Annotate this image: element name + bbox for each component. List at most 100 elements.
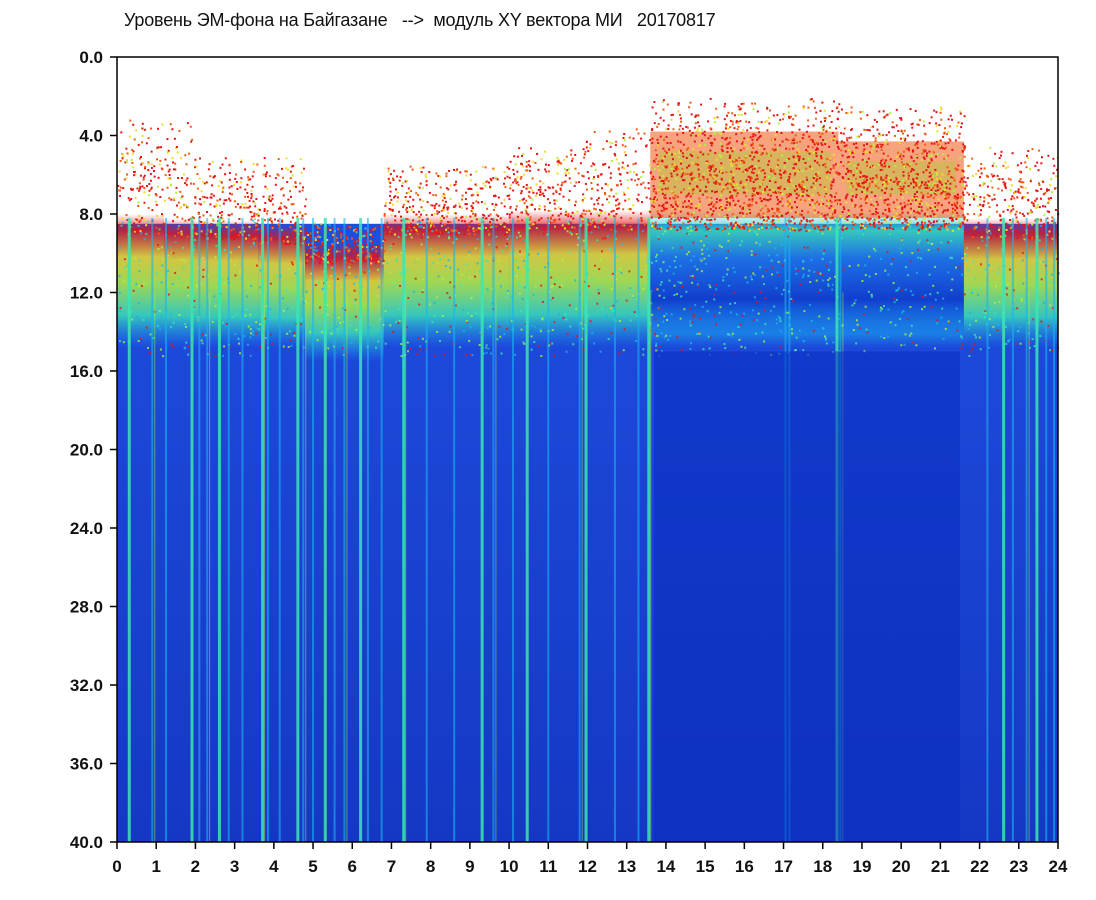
noise-dot — [654, 200, 657, 203]
noise-dot — [306, 234, 309, 236]
noise-dot — [158, 163, 161, 166]
speckle-dot — [636, 315, 639, 318]
noise-dot — [910, 123, 913, 126]
speckle-dot — [551, 342, 554, 345]
noise-dot — [947, 192, 950, 195]
noise-dot — [442, 207, 445, 210]
speckle-dot — [244, 314, 247, 317]
noise-dot — [506, 227, 509, 230]
noise-dot — [602, 148, 605, 150]
noise-dot — [659, 135, 662, 138]
noise-dot — [141, 229, 144, 232]
noise-dot — [277, 223, 280, 226]
noise-dot — [670, 175, 673, 178]
noise-dot — [375, 256, 377, 259]
noise-dot — [689, 153, 692, 156]
noise-dot — [732, 184, 735, 187]
noise-dot — [944, 142, 947, 145]
noise-dot — [901, 161, 903, 164]
noise-dot — [516, 181, 519, 184]
noise-dot — [556, 228, 559, 231]
noise-dot — [918, 212, 921, 215]
speckle-dot — [663, 315, 666, 318]
noise-dot — [172, 220, 174, 223]
noise-dot — [171, 157, 174, 159]
noise-dot — [792, 137, 795, 140]
noise-dot — [503, 182, 505, 185]
noise-dot — [757, 213, 760, 216]
noise-dot — [138, 214, 141, 217]
noise-dot — [177, 231, 180, 234]
noise-dot — [293, 211, 296, 214]
noise-dot — [471, 209, 474, 212]
speckle-dot — [705, 235, 708, 237]
noise-dot — [781, 197, 784, 200]
noise-dot — [979, 213, 982, 216]
noise-dot — [429, 225, 432, 228]
noise-dot — [220, 225, 223, 228]
noise-dot — [853, 205, 856, 208]
noise-dot — [945, 193, 948, 196]
noise-dot — [852, 143, 855, 146]
noise-dot — [444, 200, 447, 203]
noise-dot — [811, 139, 814, 141]
noise-dot — [190, 140, 193, 143]
noise-dot — [779, 169, 782, 172]
noise-dot — [794, 211, 797, 214]
noise-dot — [450, 232, 452, 235]
speckle-dot — [661, 233, 664, 235]
noise-dot — [951, 118, 953, 121]
noise-dot — [872, 223, 875, 226]
noise-dot — [868, 129, 871, 132]
speckle-dot — [688, 275, 691, 278]
noise-dot — [788, 117, 791, 119]
noise-dot — [601, 187, 603, 190]
noise-dot — [193, 224, 195, 227]
noise-dot — [850, 136, 853, 139]
noise-dot — [715, 201, 718, 204]
noise-dot — [294, 182, 297, 184]
noise-dot — [250, 215, 253, 218]
noise-dot — [878, 224, 881, 226]
noise-dot — [746, 212, 748, 215]
noise-dot — [1032, 202, 1035, 205]
noise-dot — [993, 198, 996, 201]
noise-dot — [544, 168, 547, 171]
noise-dot — [1041, 224, 1044, 227]
noise-dot — [137, 201, 140, 204]
speckle-dot — [142, 283, 145, 286]
noise-dot — [148, 183, 151, 185]
noise-dot — [676, 229, 679, 232]
noise-dot — [776, 131, 778, 133]
noise-dot — [503, 222, 506, 225]
noise-dot — [748, 121, 751, 124]
noise-dot — [793, 142, 796, 145]
noise-dot — [852, 174, 855, 176]
speckle-dot — [720, 246, 723, 248]
noise-dot — [820, 155, 822, 158]
noise-dot — [600, 212, 602, 214]
noise-dot — [581, 199, 584, 202]
noise-dot — [219, 180, 222, 183]
noise-dot — [889, 179, 892, 182]
noise-dot — [299, 225, 302, 228]
noise-dot — [389, 173, 392, 176]
noise-dot — [774, 190, 777, 193]
noise-dot — [917, 229, 920, 231]
noise-dot — [1029, 178, 1032, 181]
noise-dot — [446, 206, 449, 209]
noise-dot — [947, 118, 950, 121]
noise-dot — [831, 216, 834, 219]
noise-dot — [455, 189, 458, 192]
speckle-dot — [469, 326, 472, 329]
noise-dot — [805, 130, 808, 133]
noise-dot — [337, 228, 340, 231]
noise-dot — [795, 159, 798, 162]
noise-dot — [750, 204, 753, 207]
noise-dot — [903, 206, 906, 209]
noise-dot — [330, 262, 333, 265]
noise-dot — [751, 138, 754, 141]
noise-dot — [750, 177, 753, 180]
noise-dot — [658, 214, 661, 216]
speckle-dot — [225, 322, 228, 325]
